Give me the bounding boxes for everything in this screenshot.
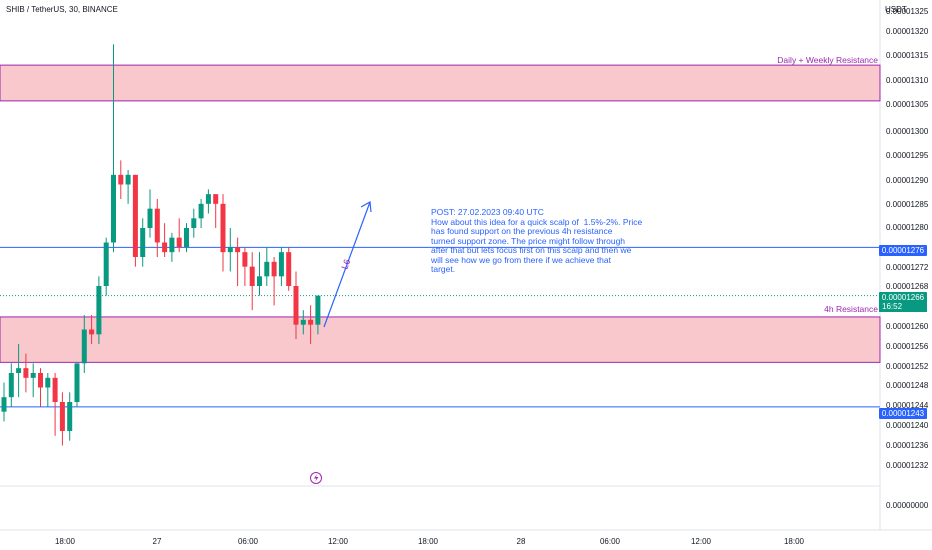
time-axis-label: 12:00 [328, 537, 349, 546]
price-axis-label: 0.00000000 [886, 501, 929, 510]
candle-body [220, 203, 226, 253]
candle-body [111, 174, 116, 243]
candle-body [264, 261, 270, 277]
candle-body [125, 174, 131, 185]
candle-body [147, 208, 153, 228]
price-axis-label: 0.00001240 [886, 421, 929, 430]
arrow-label: L6 [339, 258, 352, 271]
candle-body [140, 228, 146, 257]
candle-body [8, 373, 14, 398]
price-axis-label: 0.00001236 [886, 441, 929, 450]
price-axis-label: 0.00001268 [886, 282, 929, 291]
candle-body [96, 286, 102, 335]
candle-body [300, 319, 306, 325]
note-line: after that but lets focus first on this … [431, 245, 632, 255]
price-axis-label: 0.00001248 [886, 381, 929, 390]
candle-body [162, 242, 168, 253]
note-line: will see how we go from there if we achi… [431, 254, 612, 265]
candle-body [52, 377, 58, 402]
candle-body [198, 203, 204, 219]
price-axis-label: 0.00001280 [886, 223, 929, 232]
upper-level-price-tag: 0.00001276 [879, 245, 927, 256]
candle-body [103, 242, 109, 286]
time-axis-label: 18:00 [418, 537, 439, 546]
time-axis-label: 12:00 [691, 537, 712, 546]
candle-body [67, 402, 73, 431]
lightning-icon [310, 472, 322, 484]
time-axis-label: 27 [153, 537, 162, 546]
price-axis-label: 0.00001285 [886, 200, 929, 209]
note-line: POST: 27.02.2023 09:40 UTC [431, 207, 544, 217]
price-axis-label: 0.00001244 [886, 401, 929, 410]
candle-body [249, 266, 255, 286]
price-axis-label: 0.00001300 [886, 127, 929, 136]
lower-zone-label: 4h Resistance [824, 304, 878, 314]
time-axis-label: 28 [517, 537, 526, 546]
price-axis-label: 0.00001295 [886, 151, 929, 160]
currency-label: USDT [885, 5, 907, 14]
candle-body [16, 368, 22, 373]
candle-body [30, 373, 36, 378]
trade-note: POST: 27.02.2023 09:40 UTC How about this… [431, 207, 663, 275]
time-axis-label: 06:00 [600, 537, 621, 546]
current-price-tag: 0.00001266 [879, 292, 927, 303]
candle-body [257, 276, 262, 286]
time-axis-label: 18:00 [784, 537, 805, 546]
candle-body [293, 286, 299, 325]
candle-body [235, 247, 241, 253]
candle-body [184, 228, 189, 248]
symbol-title: SHIB / TetherUS, 30, BINANCE [6, 5, 118, 14]
note-line: target. [431, 264, 456, 274]
bar-countdown: 16:52 [879, 302, 927, 312]
candle-body [286, 252, 292, 286]
lightning-icon-bolt [314, 474, 319, 482]
candle-body [1, 397, 7, 412]
candle-body [278, 252, 284, 277]
candle-body [227, 247, 233, 253]
projection-arrow-line [323, 201, 371, 328]
candle-body [242, 252, 248, 267]
note-line: turned support zone. The price might fol… [431, 235, 626, 246]
candle-body [23, 368, 29, 378]
candle-body [154, 208, 160, 243]
candle-body [176, 237, 182, 248]
price-axis-label: 0.00001310 [886, 76, 929, 85]
price-axis-label: 0.00001256 [886, 342, 929, 351]
candle-body [74, 363, 80, 402]
price-axis-label: 0.00001325 [886, 7, 929, 16]
candle-body [169, 237, 175, 253]
upper-zone-label: Daily + Weekly Resistance [777, 55, 878, 65]
candle-body [89, 329, 95, 335]
candle-body [213, 194, 219, 204]
projection-arrow-head [360, 201, 372, 213]
candle-body [59, 402, 65, 431]
candle-body [205, 194, 211, 204]
time-axis-label: 06:00 [238, 537, 259, 546]
candle-body [38, 373, 43, 388]
price-axis-label: 0.00001305 [886, 100, 929, 109]
candle-body [81, 329, 87, 364]
lower-level-price-tag: 0.00001243 [879, 408, 927, 419]
price-axis-label: 0.00001260 [886, 322, 929, 331]
price-axis-label: 0.00001320 [886, 27, 929, 36]
note-line: has found support on the previous 4h res… [431, 226, 613, 236]
candle-body [118, 174, 124, 185]
candle-body [315, 295, 321, 325]
note-line: How about this idea for a quick scalp of… [431, 216, 643, 227]
price-axis-label: 0.00001232 [886, 461, 929, 470]
time-axis-label: 18:00 [55, 537, 76, 546]
daily-weekly-resistance-zone [0, 64, 881, 102]
candle-body [191, 218, 197, 228]
candle-body [132, 174, 138, 257]
price-axis-label: 0.00001252 [886, 362, 929, 371]
candle-body [271, 261, 277, 277]
price-axis-label: 0.00001272 [886, 263, 929, 272]
candle-body [45, 377, 51, 388]
candle-body [308, 319, 314, 325]
price-axis-label: 0.00001315 [886, 51, 929, 60]
h4-resistance-zone [0, 316, 881, 363]
price-axis-label: 0.00001290 [886, 176, 929, 185]
